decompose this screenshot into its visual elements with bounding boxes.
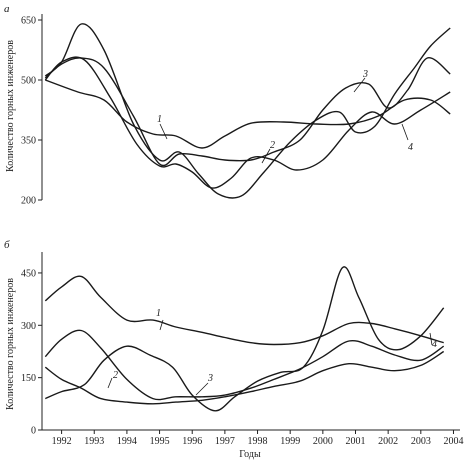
- x-tick-label: 1995: [150, 436, 170, 447]
- x-axis-title: Годы: [239, 449, 261, 460]
- panel-a-label-1: 1: [157, 114, 162, 125]
- panel-b-label-4-leader: [429, 332, 433, 346]
- x-tick-label: 1996: [182, 436, 202, 447]
- panel-a-y-tick-label: 350: [21, 136, 36, 147]
- panel-b-y-tick-label: 300: [21, 321, 36, 332]
- panel-b-series-1-line: [44, 275, 444, 346]
- x-tick-label: 1993: [84, 436, 104, 447]
- panel-b-series-labels: 1 2 3 4: [107, 308, 437, 396]
- x-tick-label: 2003: [411, 436, 431, 447]
- panel-a-series-4-line: [44, 57, 451, 167]
- panel-b-y-ticks: 0 150 300 450: [21, 268, 42, 437]
- panel-b-y-tick-label: 450: [21, 268, 36, 279]
- panel-a-y-ticks: 200 350 500 650: [21, 16, 42, 207]
- panel-a-y-tick-label: 200: [21, 196, 36, 207]
- panel-b-y-axis-title: Количество горных инженеров: [5, 278, 16, 410]
- panel-a-series-3-line: [44, 23, 451, 199]
- x-tick-label: 2001: [346, 436, 366, 447]
- panel-b-y-tick-label: 0: [31, 426, 36, 437]
- x-tick-label: 2000: [313, 436, 333, 447]
- panel-a-label-3-leader: [353, 77, 366, 93]
- panel-a-label-2: 2: [270, 140, 275, 151]
- x-tick-label: 2002: [378, 436, 398, 447]
- panel-a-label-3: 3: [362, 69, 368, 80]
- panel-a: а Количество горных инженеров 200 350 500 6…: [4, 3, 451, 207]
- panel-a-series-group: [44, 23, 451, 199]
- panel-b-label-3: 3: [207, 373, 213, 384]
- panel-b-label-1-leader: [159, 319, 164, 331]
- panel-b-label-1: 1: [156, 308, 161, 319]
- panel-b: б Количество горных инженеров 0 150 300 450…: [4, 239, 463, 460]
- panel-a-label-4: 4: [408, 142, 413, 153]
- panel-a-label-4-leader: [401, 123, 409, 141]
- panel-b-letter: б: [4, 239, 10, 251]
- x-tick-label: 1997: [215, 436, 235, 447]
- panel-a-letter: а: [4, 3, 10, 15]
- panel-b-y-tick-label: 150: [21, 373, 36, 384]
- panel-a-series-2-line: [44, 56, 451, 189]
- panel-a-series-labels: 1 2 3 4: [157, 69, 413, 164]
- panel-b-label-2: 2: [113, 370, 118, 381]
- x-tick-label: 2004: [443, 436, 463, 447]
- x-tick-label: 1994: [117, 436, 137, 447]
- panel-b-series-3-line: [45, 266, 445, 412]
- panel-a-label-2-leader: [261, 148, 271, 164]
- panel-a-y-tick-label: 500: [21, 76, 36, 87]
- panel-a-y-axis-title: Количество горных инженеров: [5, 40, 16, 172]
- panel-a-label-1-leader: [159, 123, 168, 140]
- panel-b-label-3-leader: [195, 382, 209, 396]
- panel-b-series-4-line: [44, 329, 445, 401]
- x-tick-label: 1999: [280, 436, 300, 447]
- panel-b-label-4: 4: [432, 339, 437, 350]
- panel-b-label-2-leader: [107, 377, 113, 389]
- x-axis-ticks: 1992 1993 1994 1995 1996 1997 1998 1999 2000 2001…: [52, 430, 463, 447]
- x-tick-label: 1998: [248, 436, 268, 447]
- x-tick-label: 1992: [52, 436, 72, 447]
- panel-b-series-group: [44, 266, 445, 412]
- panel-a-y-tick-label: 650: [21, 16, 36, 27]
